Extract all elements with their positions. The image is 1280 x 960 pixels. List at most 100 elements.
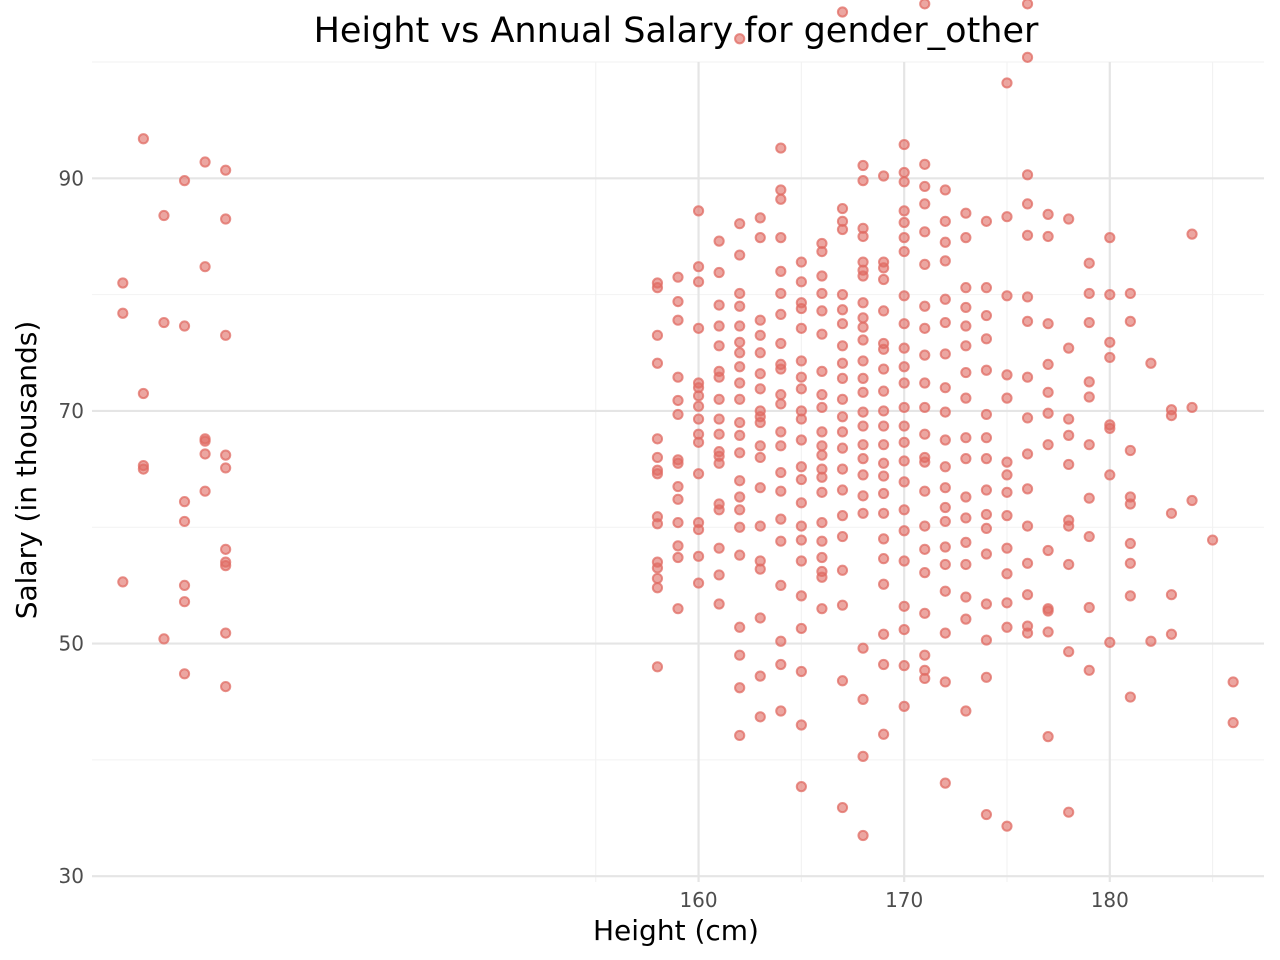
data-point: [836, 357, 849, 369]
data-point: [775, 398, 787, 410]
data-point: [734, 393, 746, 405]
data-point: [980, 634, 993, 646]
data-point: [960, 320, 972, 332]
data-point: [878, 487, 890, 500]
data-point: [1124, 557, 1136, 569]
data-point: [1207, 534, 1219, 546]
data-point: [1063, 806, 1075, 818]
data-point: [795, 781, 807, 793]
data-point: [734, 218, 746, 230]
data-point: [898, 232, 910, 244]
data-point: [692, 205, 705, 217]
data-point: [960, 207, 972, 219]
data-point: [795, 276, 807, 288]
data-point: [713, 266, 725, 279]
data-point: [939, 627, 951, 639]
data-point: [980, 484, 993, 496]
data-point: [713, 413, 725, 425]
data-point: [117, 307, 129, 319]
data-point: [734, 682, 746, 694]
data-point: [754, 383, 766, 395]
data-point: [775, 513, 787, 525]
data-point: [836, 599, 849, 611]
data-point: [898, 660, 910, 672]
data-point: [919, 649, 931, 661]
data-point: [939, 585, 951, 597]
data-point: [734, 729, 746, 742]
data-point: [1083, 257, 1095, 269]
data-point: [692, 550, 705, 562]
data-point: [919, 377, 931, 389]
data-point: [713, 320, 725, 332]
data-point: [816, 365, 828, 377]
data-point: [734, 649, 746, 661]
data-point: [878, 507, 890, 519]
data-point: [857, 321, 869, 333]
data-point: [1021, 483, 1034, 495]
data-point: [795, 473, 807, 486]
data-point: [1001, 820, 1013, 832]
data-point: [980, 548, 993, 560]
data-point: [734, 429, 746, 441]
data-point: [898, 290, 910, 302]
data-point: [836, 510, 849, 522]
data-point: [1021, 371, 1034, 383]
data-point: [713, 598, 725, 610]
data-point: [857, 230, 869, 243]
data-point: [836, 675, 849, 687]
data-point: [939, 515, 951, 528]
data-point: [836, 426, 849, 438]
data-point: [734, 447, 746, 459]
data-point: [1001, 597, 1013, 609]
data-point: [836, 202, 849, 215]
data-point: [1021, 557, 1034, 569]
data-point: [713, 371, 725, 383]
data-point: [754, 451, 766, 464]
data-point: [836, 801, 849, 814]
data-point: [178, 579, 191, 592]
data-point: [199, 261, 211, 273]
data-point: [672, 480, 684, 493]
data-point: [878, 628, 890, 640]
data-point: [220, 560, 232, 572]
data-point: [939, 482, 951, 494]
data-point: [734, 249, 746, 261]
data-point: [1083, 287, 1095, 300]
data-point: [775, 193, 787, 205]
data-point: [980, 215, 993, 227]
data-point: [939, 184, 951, 196]
data-point: [137, 387, 149, 400]
data-point: [713, 569, 725, 581]
data-point: [919, 158, 931, 170]
data-point: [672, 314, 684, 326]
data-point: [795, 413, 807, 425]
data-point: [692, 577, 705, 589]
data-point: [795, 534, 807, 546]
data-point: [1165, 409, 1178, 422]
data-point: [919, 428, 931, 440]
data-point: [919, 672, 931, 685]
data-point: [836, 484, 849, 496]
data-point: [795, 383, 807, 395]
data-point: [980, 508, 993, 521]
data-point: [816, 571, 828, 583]
data-point: [1021, 169, 1034, 181]
data-point: [651, 518, 664, 530]
data-point: [898, 318, 910, 330]
data-point: [857, 297, 869, 309]
data-point: [919, 520, 931, 532]
data-point: [651, 282, 664, 294]
y-tick-label: 50: [59, 632, 84, 656]
data-point: [1083, 376, 1095, 388]
data-point: [754, 711, 766, 723]
data-point: [1021, 51, 1034, 63]
data-point: [795, 555, 807, 567]
data-point: [980, 282, 993, 294]
data-point: [713, 457, 725, 469]
data-point: [1104, 351, 1116, 364]
data-point: [795, 256, 807, 268]
data-point: [898, 555, 910, 567]
data-point: [857, 469, 869, 481]
data-point: [1042, 358, 1054, 371]
